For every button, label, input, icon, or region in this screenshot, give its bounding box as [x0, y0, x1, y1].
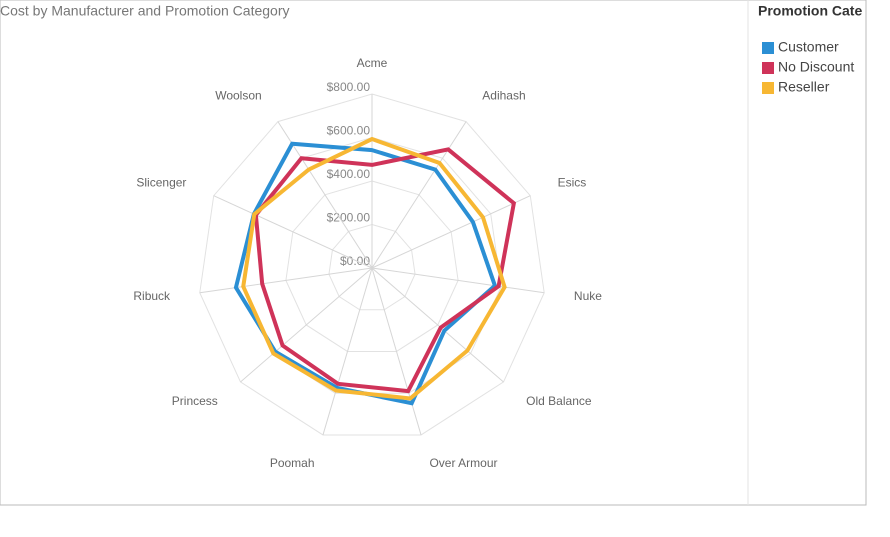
- category-label: Ribuck: [133, 289, 171, 303]
- spoke: [277, 121, 373, 269]
- legend-swatch: [762, 82, 774, 94]
- chart-title: Cost by Manufacturer and Promotion Categ…: [0, 3, 289, 19]
- spoke: [213, 195, 373, 269]
- category-label: Princess: [172, 394, 218, 408]
- spoke: [199, 267, 373, 294]
- category-label: Acme: [357, 56, 388, 70]
- panel: [0, 0, 867, 506]
- legend: Promotion Category Customer No Discount Re…: [758, 3, 890, 95]
- legend-swatch: [762, 62, 774, 74]
- category-label: Old Balance: [526, 394, 592, 408]
- r-tick-label: $600.00: [327, 124, 371, 138]
- category-label: Esics: [558, 175, 587, 189]
- spoke: [371, 267, 545, 294]
- spoke: [371, 195, 531, 269]
- r-tick-label: $400.00: [327, 167, 371, 181]
- legend-title: Promotion Category: [758, 3, 890, 19]
- r-tick-label: $0.00: [340, 254, 370, 268]
- legend-label: Reseller: [778, 79, 830, 95]
- category-label: Adihash: [482, 89, 525, 103]
- category-label: Over Armour: [429, 456, 497, 470]
- legend-label: Customer: [778, 39, 839, 55]
- r-tick-label: $800.00: [327, 80, 371, 94]
- r-tick-label: $200.00: [327, 211, 371, 225]
- spoke: [371, 121, 467, 269]
- category-label: Poomah: [270, 456, 315, 470]
- spoke: [371, 267, 422, 436]
- category-label: Nuke: [574, 289, 602, 303]
- category-label: Woolson: [215, 89, 261, 103]
- spoke: [322, 267, 373, 436]
- grid-ring: [285, 180, 459, 352]
- grid-ring: [328, 223, 416, 311]
- legend-swatch: [762, 42, 774, 54]
- legend-label: No Discount: [778, 59, 854, 75]
- category-label: Slicenger: [136, 175, 186, 189]
- spoke: [240, 267, 373, 383]
- grid-ring: [199, 93, 545, 436]
- series-line: [241, 136, 507, 401]
- spoke: [371, 267, 504, 383]
